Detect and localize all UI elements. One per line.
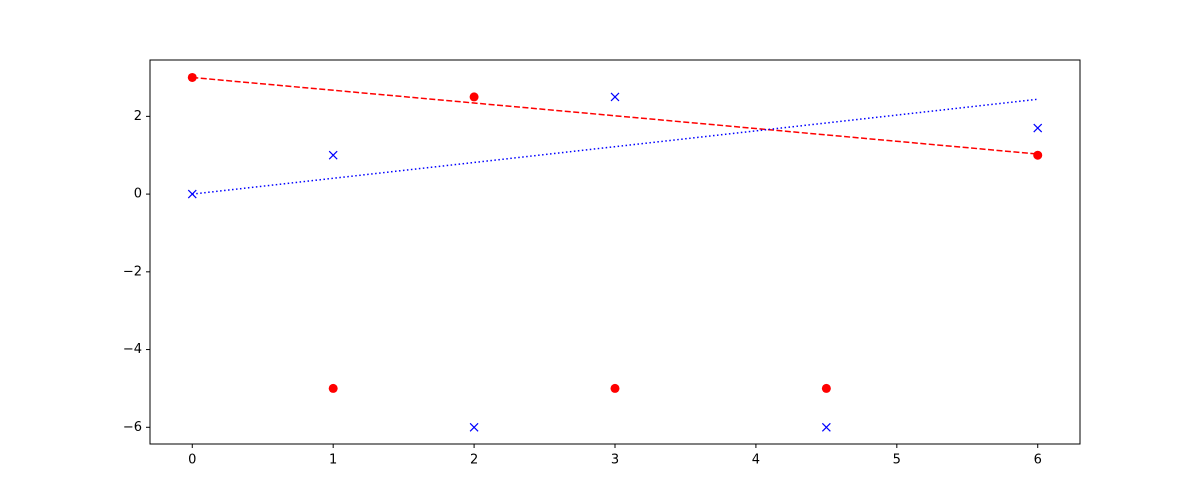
plot-area (150, 60, 1080, 444)
x-tick-label: 6 (1034, 453, 1042, 468)
y-tick-label: 2 (134, 109, 142, 124)
point (821, 422, 831, 432)
y-tick-label: −4 (123, 342, 142, 357)
y-tick-label: −6 (123, 420, 142, 435)
x-tick-label: 0 (188, 453, 196, 468)
y-tick-label: 0 (134, 187, 142, 202)
trend-line (192, 76, 1038, 155)
point (1033, 123, 1043, 133)
point (469, 92, 479, 102)
point (821, 383, 831, 393)
y-tick-label: −2 (123, 264, 142, 279)
point (328, 150, 338, 160)
axes-frame (149, 59, 1081, 445)
point (610, 92, 620, 102)
point (328, 383, 338, 393)
x-tick-label: 2 (470, 453, 478, 468)
x-tick-label: 4 (752, 453, 760, 468)
x-tick-label: 1 (329, 453, 337, 468)
x-tick-label: 3 (611, 453, 619, 468)
point (469, 422, 479, 432)
point (610, 383, 620, 393)
trend-line (192, 98, 1038, 195)
x-tick-label: 5 (893, 453, 901, 468)
point (1033, 150, 1043, 160)
